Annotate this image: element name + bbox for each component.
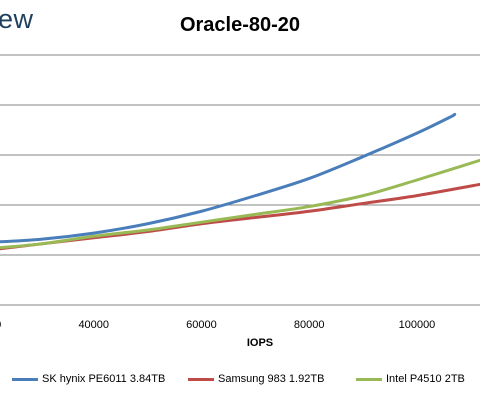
- brand-logo-text: ew: [0, 4, 34, 34]
- legend-label-samsung: Samsung 983 1.92TB: [218, 373, 325, 385]
- legend-swatch-intel: [356, 377, 382, 381]
- series-line-2: [0, 158, 480, 250]
- legend: SK hynix PE6011 3.84TB Samsung 983 1.92T…: [0, 373, 480, 389]
- series-lines: [0, 112, 480, 251]
- legend-label-sk-hynix: SK hynix PE6011 3.84TB: [42, 373, 166, 385]
- series-line-0: [0, 112, 457, 244]
- legend-item-sk-hynix: SK hynix PE6011 3.84TB: [12, 373, 165, 385]
- legend-item-intel: Intel P4510 2TB: [356, 373, 465, 385]
- x-tick-label: 60000: [186, 319, 217, 331]
- x-tick-labels: 20000 40000 60000 80000 100000: [0, 319, 435, 331]
- x-tick-label: 100000: [399, 319, 436, 331]
- legend-swatch-sk-hynix: [12, 377, 38, 381]
- legend-label-intel: Intel P4510 2TB: [386, 373, 465, 385]
- legend-item-samsung: Samsung 983 1.92TB: [188, 373, 324, 385]
- chart-title: Oracle-80-20: [179, 14, 301, 36]
- x-tick-label: 40000: [78, 319, 109, 331]
- gridlines: [0, 54, 480, 306]
- x-tick-label: 20000: [0, 319, 1, 331]
- legend-swatch-samsung: [188, 377, 214, 381]
- x-axis-label: IOPS: [246, 337, 274, 349]
- x-tick-label: 80000: [294, 319, 325, 331]
